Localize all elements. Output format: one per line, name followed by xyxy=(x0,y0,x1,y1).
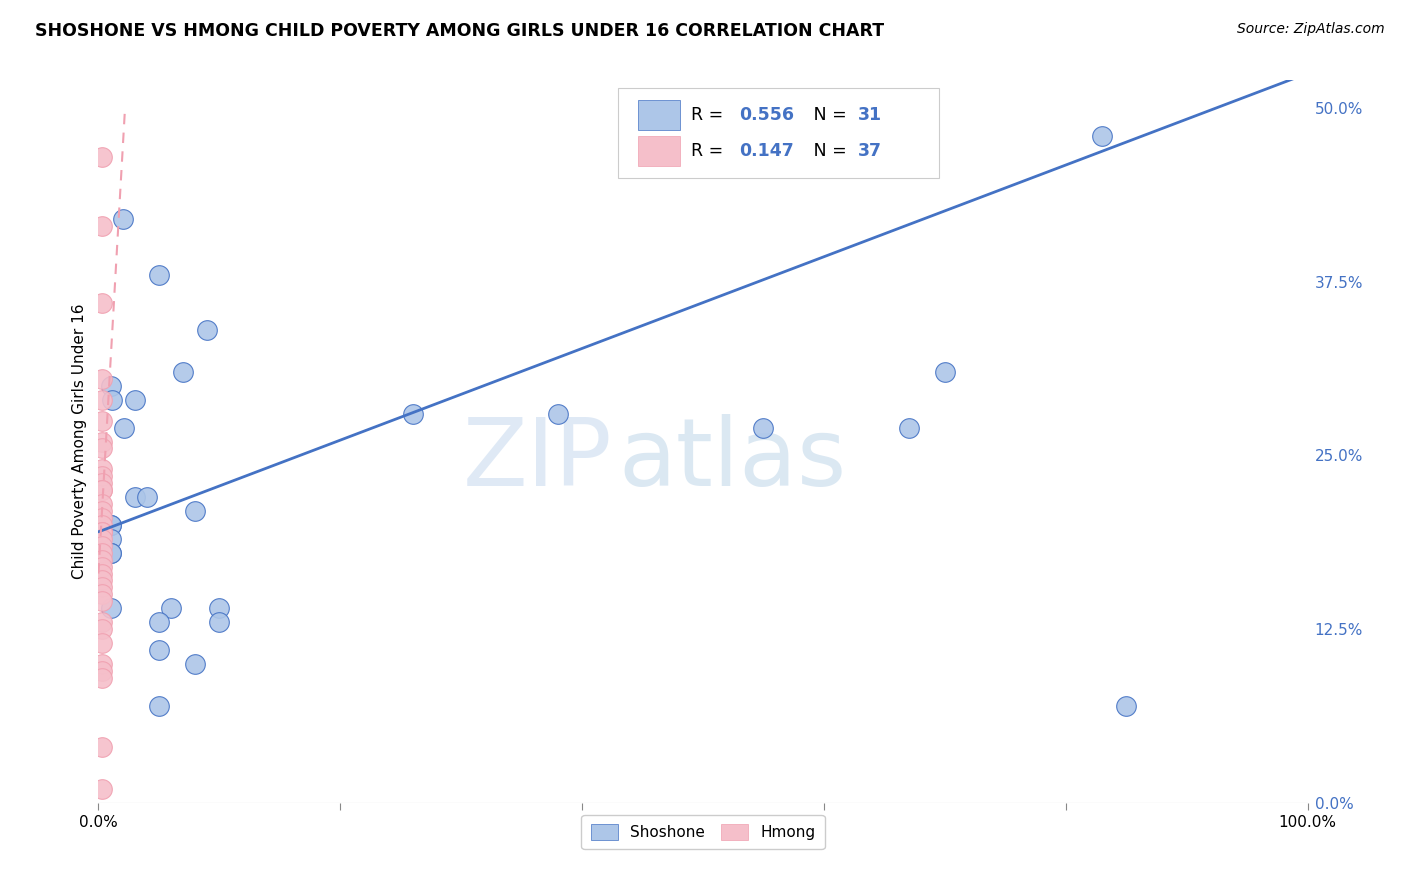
Point xyxy=(91,552,114,566)
Point xyxy=(91,671,114,685)
Point xyxy=(91,469,114,483)
Point xyxy=(91,615,114,630)
Point xyxy=(112,420,135,434)
Point xyxy=(91,295,114,310)
Point xyxy=(91,622,114,636)
Point xyxy=(184,504,207,518)
Point xyxy=(148,698,170,713)
Point xyxy=(1091,128,1114,143)
Point xyxy=(91,532,114,546)
Point xyxy=(124,392,146,407)
Point xyxy=(100,546,122,560)
Point xyxy=(111,212,134,227)
Point xyxy=(91,517,114,532)
Point xyxy=(100,379,122,393)
FancyBboxPatch shape xyxy=(638,136,681,166)
Text: atlas: atlas xyxy=(619,414,846,506)
Text: Source: ZipAtlas.com: Source: ZipAtlas.com xyxy=(1237,22,1385,37)
FancyBboxPatch shape xyxy=(619,87,939,178)
Point xyxy=(547,407,569,421)
Point xyxy=(160,601,183,615)
Text: 31: 31 xyxy=(858,106,882,124)
Legend: Shoshone, Hmong: Shoshone, Hmong xyxy=(582,815,824,849)
Point xyxy=(402,407,425,421)
Point xyxy=(91,483,114,498)
Point xyxy=(100,546,122,560)
Point xyxy=(91,524,114,539)
Point xyxy=(91,504,114,518)
Point xyxy=(91,219,114,234)
Point xyxy=(124,490,146,504)
Point xyxy=(934,365,956,379)
Point xyxy=(91,657,114,671)
Point xyxy=(91,476,114,491)
Point xyxy=(100,392,122,407)
Point xyxy=(135,490,157,504)
FancyBboxPatch shape xyxy=(638,100,681,130)
Point xyxy=(148,268,170,282)
Point xyxy=(91,497,114,511)
Point xyxy=(91,574,114,588)
Point xyxy=(91,442,114,456)
Text: 37: 37 xyxy=(858,142,882,160)
Point xyxy=(148,643,170,657)
Text: R =: R = xyxy=(690,106,728,124)
Point xyxy=(91,524,114,539)
Point xyxy=(91,434,114,449)
Point xyxy=(752,420,775,434)
Point xyxy=(91,539,114,553)
Point xyxy=(91,664,114,678)
Text: N =: N = xyxy=(797,106,852,124)
Point xyxy=(184,657,207,671)
Text: R =: R = xyxy=(690,142,728,160)
Point xyxy=(91,372,114,386)
Text: N =: N = xyxy=(797,142,852,160)
Point xyxy=(100,532,122,546)
Text: 0.556: 0.556 xyxy=(740,106,794,124)
Point xyxy=(91,414,114,428)
Point xyxy=(195,323,218,337)
Point xyxy=(91,740,114,755)
Text: 0.147: 0.147 xyxy=(740,142,794,160)
Point xyxy=(91,594,114,608)
Point xyxy=(172,365,194,379)
Point xyxy=(91,636,114,650)
Point xyxy=(91,462,114,476)
Point xyxy=(148,615,170,630)
Point xyxy=(91,392,114,407)
Point xyxy=(91,566,114,581)
Point xyxy=(91,781,114,796)
Point xyxy=(208,615,231,630)
Text: ZIP: ZIP xyxy=(463,414,613,506)
Point xyxy=(208,601,231,615)
Y-axis label: Child Poverty Among Girls Under 16: Child Poverty Among Girls Under 16 xyxy=(72,304,87,579)
Point xyxy=(100,601,122,615)
Point xyxy=(91,559,114,574)
Point xyxy=(91,483,114,498)
Point xyxy=(91,150,114,164)
Point xyxy=(100,517,122,532)
Point xyxy=(91,587,114,601)
Text: SHOSHONE VS HMONG CHILD POVERTY AMONG GIRLS UNDER 16 CORRELATION CHART: SHOSHONE VS HMONG CHILD POVERTY AMONG GI… xyxy=(35,22,884,40)
Point xyxy=(91,546,114,560)
Point xyxy=(1115,698,1137,713)
Point xyxy=(91,581,114,595)
Point xyxy=(100,517,122,532)
Point xyxy=(897,420,920,434)
Point xyxy=(91,511,114,525)
